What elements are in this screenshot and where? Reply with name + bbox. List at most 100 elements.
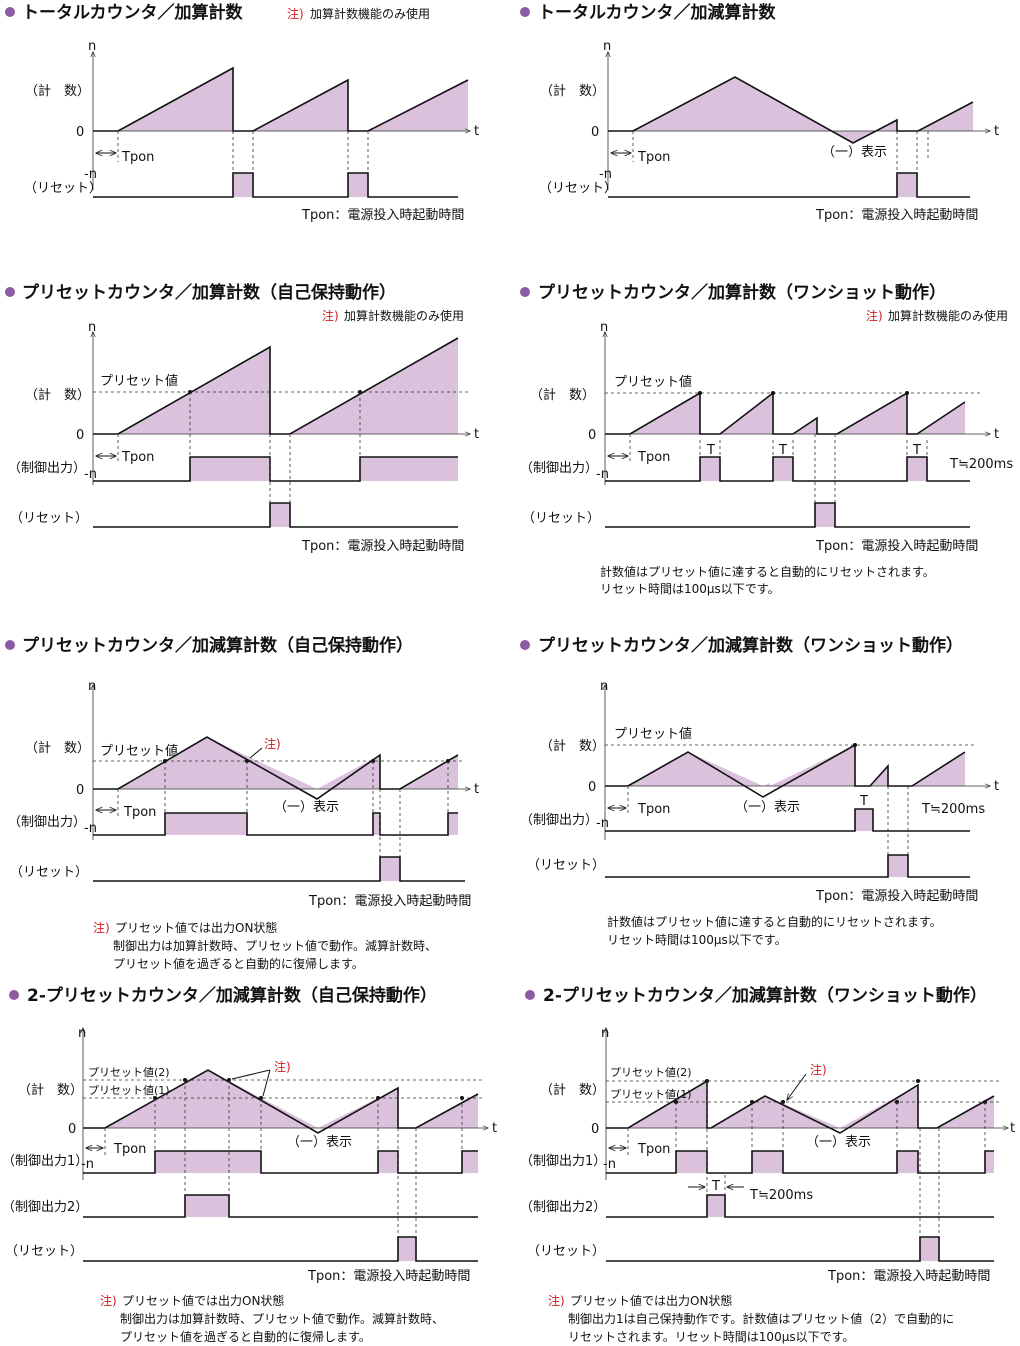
tpon-label: Tpon [123,805,156,820]
t-label: t [474,782,479,797]
tpon-desc: Tpon：電源投入時起動時間 [308,893,471,909]
note-line-2: 制御出力は加算計数時、プリセット値で動作。減算計数時、 [120,1311,444,1326]
note-line-3: リセットされます。リセット時間は100μs以下です。 [568,1330,854,1344]
bullet-icon [5,287,15,297]
panel-preset-addsub-oneshot: プリセットカウンタ／加減算計数（ワンショット動作） n t 0 （計 数） -n… [520,635,999,947]
note-mark: 注) [548,1293,565,1308]
t-period-label: T [706,443,715,458]
t-label: t [1010,1121,1015,1136]
note-mark: 注) [322,308,339,323]
neg-n-label: -n [603,1157,616,1172]
tpon-desc: Tpon：電源投入時起動時間 [301,538,464,554]
t-label: t [474,427,479,442]
panel-total-counter-addsub: トータルカウンタ／加減算計数 n t 0 （計 数） -n Tpon （一）表示… [520,2,999,223]
neg-n-label: -n [84,821,97,836]
neg-display-label: （一）表示 [274,800,339,815]
n-label: n [78,1026,86,1041]
n-label: n [603,39,611,54]
t-period-label: T [859,794,868,809]
neg-display-label: （一）表示 [806,1135,871,1150]
tpon-desc: Tpon：電源投入時起動時間 [307,1268,470,1284]
t-label: t [474,124,479,139]
count-label: （計 数） [530,387,595,403]
panel-preset-add-oneshot: プリセットカウンタ／加算計数（ワンショット動作） 注) 加算計数機能のみ使用 n… [520,282,1013,596]
tpon-desc: Tpon：電源投入時起動時間 [815,538,978,554]
tpon-label: Tpon [121,150,154,165]
panel-2preset-addsub-latch: 2-プリセットカウンタ／加減算計数（自己保持動作） n t 0 （計 数） -n… [2,985,497,1344]
preset2-label: プリセット値(2) [610,1066,692,1079]
reset-label: （リセット） [522,511,600,526]
bullet-icon [9,990,19,1000]
note-line-2: リセット時間は100μs以下です。 [607,933,787,947]
t-label: t [994,779,999,794]
panel-title: トータルカウンタ／加減算計数 [538,2,776,23]
tpon-label: Tpon [121,450,154,465]
preset-label: プリセット値 [614,374,692,390]
reset-label: （リセット） [10,865,88,880]
t-period-label: T [778,443,787,458]
zero-label: 0 [591,125,599,140]
neg-display-label: （一）表示 [735,800,800,815]
note-mark: 注) [866,308,883,323]
reset-label: （リセット） [539,181,617,196]
control2-label: （制御出力2） [2,1200,88,1215]
panel-title: プリセットカウンタ／加減算計数（自己保持動作） [22,635,413,656]
preset-label: プリセット値 [100,743,178,759]
note-line-1: プリセット値では出力ON状態 [570,1293,732,1308]
bullet-icon [5,7,15,17]
control1-label: （制御出力1） [2,1154,88,1169]
bullet-icon [525,990,535,1000]
reset-label: （リセット） [527,1244,605,1259]
bullet-icon [520,287,530,297]
reset-label: （リセット） [527,858,605,873]
bullet-icon [520,640,530,650]
tpon-label: Tpon [637,802,670,817]
note-mark: 注) [287,6,304,21]
tpon-label: Tpon [637,150,670,165]
note-line-2: リセット時間は100μs以下です。 [600,582,780,596]
note-line-2: 制御出力1は自己保持動作です。計数値はプリセット値（2）で自動的に [568,1311,954,1326]
count-label: （計 数） [25,740,90,756]
panel-title: プリセットカウンタ／加算計数（自己保持動作） [22,282,396,303]
tpon-desc: Tpon：電源投入時起動時間 [827,1268,990,1284]
note-text: 加算計数機能のみ使用 [888,308,1008,323]
panel-title: プリセットカウンタ／加算計数（ワンショット動作） [538,282,946,303]
panel-title: トータルカウンタ／加算計数 [22,2,243,23]
n-label: n [600,679,608,694]
neg-display-label: （一）表示 [287,1135,352,1150]
zero-label: 0 [68,1122,76,1137]
count-label: （計 数） [25,83,90,99]
t-period-label: T [912,443,921,458]
t-label: t [492,1121,497,1136]
control-label: （制御出力） [8,815,86,830]
panel-2preset-addsub-oneshot: 2-プリセットカウンタ／加減算計数（ワンショット動作） n t 0 （計 数） … [520,985,1015,1344]
note-line-1: プリセット値では出力ON状態 [115,920,277,935]
panel-preset-addsub-latch: プリセットカウンタ／加減算計数（自己保持動作） n t 0 （計 数） -n プ… [5,635,479,971]
control2-label: （制御出力2） [520,1200,606,1215]
zero-label: 0 [591,1122,599,1137]
tpon-desc: Tpon：電源投入時起動時間 [815,888,978,904]
t-label: t [994,427,999,442]
panel-title: プリセットカウンタ／加減算計数（ワンショット動作） [538,635,963,656]
neg-n-label: -n [84,167,97,182]
count-label: （計 数） [540,1082,605,1098]
n-label: n [600,320,608,335]
tpon-desc: Tpon：電源投入時起動時間 [301,207,464,223]
reset-label: （リセット） [24,181,102,196]
control1-label: （制御出力1） [520,1154,606,1169]
neg-n-label: -n [596,816,609,831]
neg-n-label: -n [596,467,609,482]
n-label: n [601,1026,609,1041]
t200-label: T≒200ms [921,802,985,817]
count-label: （計 数） [25,387,90,403]
note-line-1: 計数値はプリセット値に達すると自動的にリセットされます。 [607,914,942,929]
note-mark: 注) [274,1059,291,1074]
note-text: 加算計数機能のみ使用 [344,308,464,323]
neg-n-label: -n [81,1157,94,1172]
control-label: （制御出力） [520,461,598,476]
tpon-label: Tpon [637,1142,670,1157]
neg-n-label: -n [84,467,97,482]
tpon-desc: Tpon：電源投入時起動時間 [815,207,978,223]
note-line-1: プリセット値では出力ON状態 [122,1293,284,1308]
n-label: n [88,679,96,694]
